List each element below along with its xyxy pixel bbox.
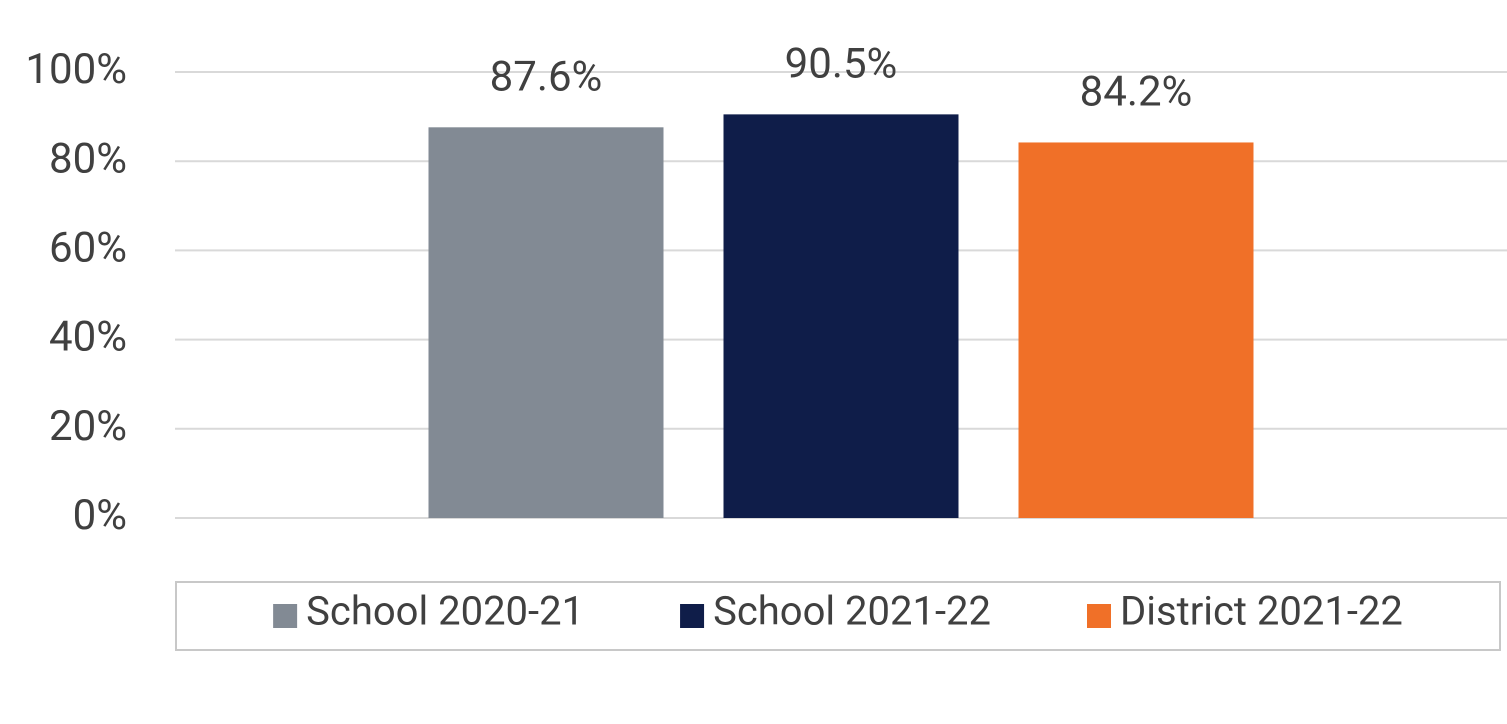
value-label: 90.5%	[785, 39, 898, 88]
y-tick-label: 100%	[25, 45, 127, 94]
bar	[723, 114, 959, 519]
value-label: 84.2%	[1080, 68, 1193, 117]
y-tick-label: 20%	[49, 402, 127, 451]
y-tick-label: 60%	[49, 223, 127, 272]
legend-box	[175, 581, 1501, 651]
y-tick-label: 80%	[49, 134, 127, 183]
legend-swatch	[680, 604, 705, 628]
y-tick-label: 40%	[49, 313, 127, 362]
y-tick-label: 0%	[73, 491, 127, 540]
bar	[1018, 142, 1254, 518]
legend-swatch	[1087, 604, 1111, 628]
legend-swatch	[273, 604, 298, 628]
legend-label: School 2020-21	[306, 588, 584, 635]
legend-label: District 2021-22	[1120, 588, 1403, 635]
legend-label: School 2021-22	[713, 588, 991, 635]
value-label: 87.6%	[490, 52, 603, 101]
bar	[428, 127, 664, 518]
